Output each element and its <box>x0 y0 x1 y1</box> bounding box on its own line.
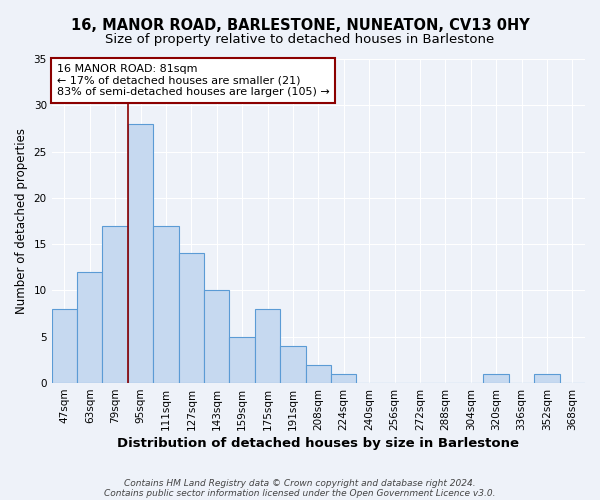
X-axis label: Distribution of detached houses by size in Barlestone: Distribution of detached houses by size … <box>118 437 520 450</box>
Bar <box>52 309 77 383</box>
Bar <box>484 374 509 383</box>
Bar <box>179 254 204 383</box>
Bar <box>103 226 128 383</box>
Bar <box>229 337 255 383</box>
Text: 16 MANOR ROAD: 81sqm
← 17% of detached houses are smaller (21)
83% of semi-detac: 16 MANOR ROAD: 81sqm ← 17% of detached h… <box>57 64 330 97</box>
Bar <box>77 272 103 383</box>
Bar <box>305 364 331 383</box>
Bar <box>204 290 229 383</box>
Bar <box>331 374 356 383</box>
Bar <box>280 346 305 383</box>
Bar <box>153 226 179 383</box>
Bar <box>534 374 560 383</box>
Bar <box>255 309 280 383</box>
Y-axis label: Number of detached properties: Number of detached properties <box>15 128 28 314</box>
Bar <box>128 124 153 383</box>
Text: Contains public sector information licensed under the Open Government Licence v3: Contains public sector information licen… <box>104 488 496 498</box>
Text: 16, MANOR ROAD, BARLESTONE, NUNEATON, CV13 0HY: 16, MANOR ROAD, BARLESTONE, NUNEATON, CV… <box>71 18 529 32</box>
Text: Size of property relative to detached houses in Barlestone: Size of property relative to detached ho… <box>106 32 494 46</box>
Text: Contains HM Land Registry data © Crown copyright and database right 2024.: Contains HM Land Registry data © Crown c… <box>124 478 476 488</box>
